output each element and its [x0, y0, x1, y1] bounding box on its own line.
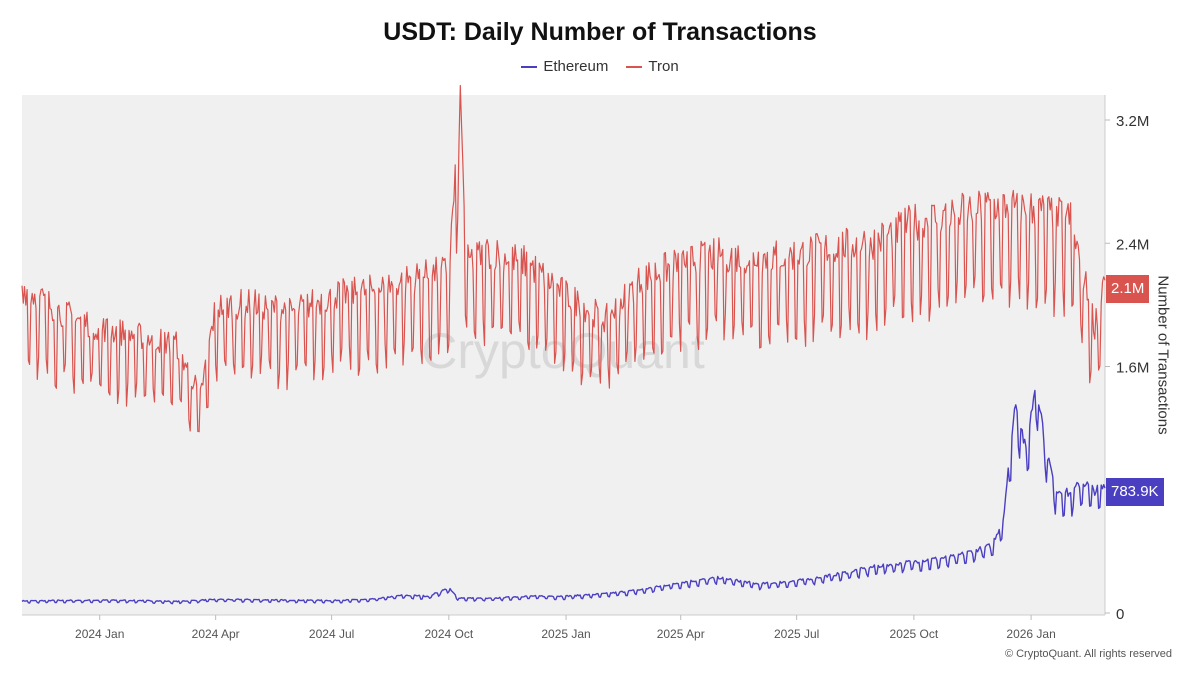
- chart-title: USDT: Daily Number of Transactions: [383, 18, 817, 46]
- series-line-tron: [21, 84, 1106, 433]
- legend-item-ethereum[interactable]: Ethereum: [521, 58, 608, 75]
- x-tick-label: 2025 Jan: [541, 627, 590, 641]
- x-tick-label: 2025 Apr: [657, 627, 705, 641]
- y-tick-group: 0 1.6M 2.4M 3.2M: [1105, 113, 1149, 623]
- copyright-credit: © CryptoQuant. All rights reserved: [1004, 648, 1172, 660]
- series-group: [21, 84, 1106, 605]
- y-tick-label: 0: [1116, 606, 1124, 623]
- y-tick-label: 3.2M: [1116, 113, 1149, 130]
- x-tick-label: 2025 Oct: [890, 627, 939, 641]
- legend-swatch-tron: [626, 65, 643, 68]
- y-axis-title: Number of Transactions: [1154, 275, 1172, 435]
- legend-swatch-ethereum: [521, 65, 538, 68]
- x-tick-label: 2024 Oct: [424, 627, 473, 641]
- legend-label-tron: Tron: [648, 58, 679, 75]
- legend: Ethereum Tron: [0, 58, 1200, 75]
- x-tick-label: 2025 Jul: [774, 627, 819, 641]
- legend-label-ethereum: Ethereum: [543, 58, 609, 75]
- x-tick-label: 2024 Jul: [309, 627, 354, 641]
- y-tick-label: 2.4M: [1116, 236, 1149, 253]
- legend-item-tron[interactable]: Tron: [626, 58, 679, 75]
- x-tick-label: 2026 Jan: [1006, 627, 1055, 641]
- ethereum-last-value-badge: 783.9K: [1106, 478, 1164, 507]
- y-tick-label: 1.6M: [1116, 360, 1149, 377]
- series-line-ethereum: [21, 389, 1106, 605]
- x-tick-label: 2024 Apr: [192, 627, 240, 641]
- x-tick-label: 2024 Jan: [75, 627, 124, 641]
- tron-last-value-badge: 2.1M: [1106, 275, 1150, 304]
- x-tick-group: 2024 Jan 2024 Apr 2024 Jul 2024 Oct 2025 Jan…: [75, 615, 1056, 641]
